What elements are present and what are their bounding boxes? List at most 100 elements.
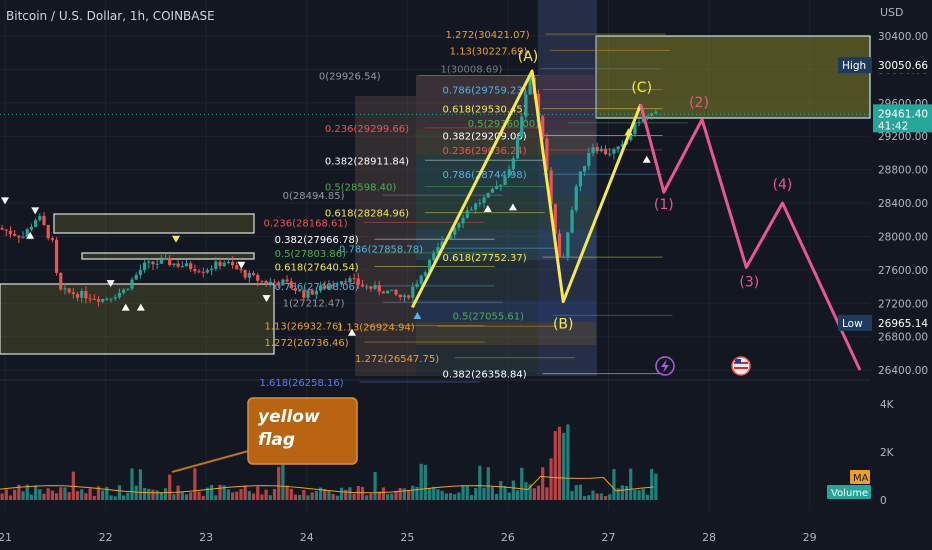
volume-bar <box>490 486 495 500</box>
candle-body <box>310 290 314 295</box>
candle-body <box>645 115 650 117</box>
candle-body <box>134 274 138 280</box>
volume-bar <box>549 458 553 500</box>
candle-body <box>402 295 407 298</box>
low-badge[interactable]: Low 26965.14 <box>838 314 932 331</box>
candle-body <box>348 278 352 283</box>
high-badge[interactable]: High 30050.66 <box>838 57 932 74</box>
volume-bar <box>474 487 478 500</box>
candle-body <box>377 285 381 292</box>
fib-level-label: 0.382(26358.84) <box>443 370 527 381</box>
candle-body <box>440 241 444 248</box>
volume-bar <box>306 495 310 500</box>
volume-bar <box>427 487 432 500</box>
signal-marker <box>106 280 115 288</box>
volume-bar <box>591 490 595 500</box>
candle-body <box>184 263 189 267</box>
candle-body <box>503 176 507 185</box>
candle-body <box>654 111 658 114</box>
countdown-text: 41:42 <box>878 120 908 132</box>
candle-body <box>373 285 377 289</box>
fib-level-label: 0.618(27640.54) <box>275 262 359 273</box>
fib-band <box>416 230 596 260</box>
candle-body <box>369 286 373 289</box>
candle-body <box>520 116 524 138</box>
candle-body <box>285 279 289 282</box>
candle-body <box>147 261 151 263</box>
volume-bar <box>478 465 482 500</box>
fib-level-label: 0(28494.85) <box>283 191 345 202</box>
volume-bar <box>272 488 277 500</box>
candle-body <box>587 153 591 166</box>
candle-body <box>260 280 264 282</box>
candle-body <box>352 278 356 280</box>
candle-body <box>365 286 369 288</box>
lightning-event-icon[interactable] <box>655 356 675 376</box>
fib-level-label: 0.382(27966.78) <box>275 235 359 246</box>
candle-body <box>515 137 520 159</box>
volume-bar <box>260 494 264 500</box>
volume-bar <box>4 489 8 500</box>
pink-projection-path[interactable] <box>639 104 862 371</box>
candle-body <box>230 261 235 266</box>
volume-bar <box>440 490 444 500</box>
volume-bar <box>360 486 365 500</box>
candle-body <box>17 235 21 238</box>
candle-body <box>151 261 155 265</box>
volume-bar <box>465 485 469 500</box>
signal-marker <box>31 207 40 215</box>
fib-level-label: 0.786(29759.23) <box>443 85 527 96</box>
volume-bar <box>616 488 620 500</box>
volume-bar <box>352 493 356 500</box>
candle-body <box>390 289 394 291</box>
volume-bar <box>377 491 381 500</box>
volume-bar <box>50 490 54 500</box>
price-tick-label: 30400.00 <box>878 31 928 43</box>
wave-label: (4) <box>773 177 793 193</box>
us-flag-event-icon[interactable] <box>731 356 751 376</box>
volume-label[interactable]: Volume <box>827 485 871 499</box>
volume-bar <box>381 487 386 500</box>
candle-body <box>327 285 331 289</box>
volume-bar <box>314 490 319 500</box>
volume-bar <box>184 494 189 500</box>
volume-bar <box>436 489 440 500</box>
volume-bar <box>142 487 147 500</box>
candle-body <box>612 149 616 154</box>
candle-body <box>541 116 545 139</box>
volume-bar <box>553 431 557 500</box>
wave-label: (2) <box>689 95 709 111</box>
volume-bar <box>109 495 113 500</box>
candle-body <box>172 263 176 266</box>
candle-body <box>251 272 256 275</box>
price-tick-label: 28400.00 <box>878 198 928 210</box>
candle-body <box>323 285 327 289</box>
volume-bar <box>197 491 201 500</box>
candle-body <box>281 279 285 286</box>
volume-bar <box>176 485 180 500</box>
volume-bar <box>105 486 109 500</box>
volume-tick-label: 4K <box>880 399 895 411</box>
annotation-line-2: flag <box>258 430 295 450</box>
candle-body <box>59 272 63 290</box>
fib-level-label: 0.5(27803.86) <box>275 249 347 260</box>
volume-label-text: Volume <box>831 488 868 499</box>
candle-body <box>545 138 549 171</box>
candle-body <box>453 227 457 235</box>
volume-bar <box>126 492 130 500</box>
yellow-flag-annotation[interactable]: yellow flag <box>171 397 358 473</box>
volume-bar <box>515 490 520 500</box>
volume-bar <box>189 492 193 500</box>
candle-body <box>318 285 323 291</box>
candle-body <box>0 228 4 230</box>
volume-bar <box>448 493 453 500</box>
volume-bar <box>532 488 536 500</box>
yellow-wave-path[interactable] <box>411 69 643 309</box>
ma-label[interactable]: MA <box>850 470 870 484</box>
zone-box <box>53 213 255 234</box>
volume-bar <box>151 489 155 500</box>
candle-body <box>599 148 603 152</box>
volume-bar <box>268 495 272 500</box>
